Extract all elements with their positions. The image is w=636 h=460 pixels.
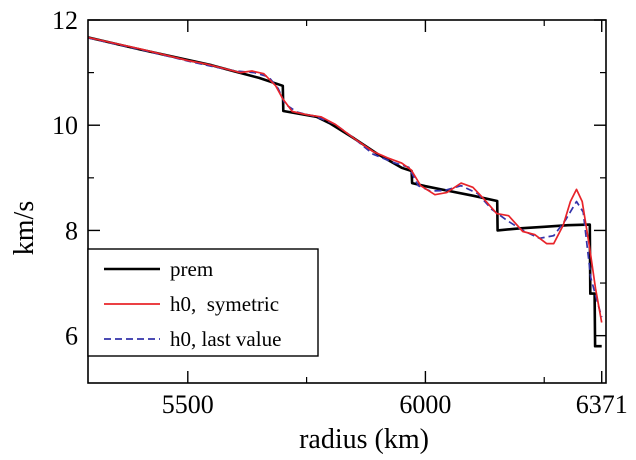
legend: prem h0, symetric h0, last value — [87, 248, 319, 357]
legend-label-prem: prem — [170, 257, 213, 281]
x-tick-label: 6371 — [576, 390, 628, 419]
y-tick-label: 12 — [52, 6, 78, 35]
plot-frame — [87, 19, 607, 384]
y-tick-label: 10 — [52, 111, 78, 140]
y-axis-label: km/s — [9, 201, 40, 255]
y-tick-label: 6 — [65, 322, 78, 351]
series-line-h0-symetric — [87, 36, 603, 323]
series-line-prem — [87, 36, 602, 348]
x-tick-label: 5500 — [162, 390, 214, 419]
series-line-h0-last-value — [87, 37, 603, 318]
series-layer — [87, 36, 603, 348]
plot-area-border — [87, 19, 607, 384]
y-tick-label: 8 — [65, 216, 78, 245]
legend-label-h0-last-value: h0, last value — [170, 327, 281, 351]
axis-ticks: 5500 6000 6371 6 8 10 12 — [52, 6, 628, 419]
legend-label-h0-symetric: h0, symetric — [170, 292, 279, 316]
x-axis-label: radius (km) — [299, 424, 429, 455]
x-tick-label: 6000 — [399, 390, 451, 419]
